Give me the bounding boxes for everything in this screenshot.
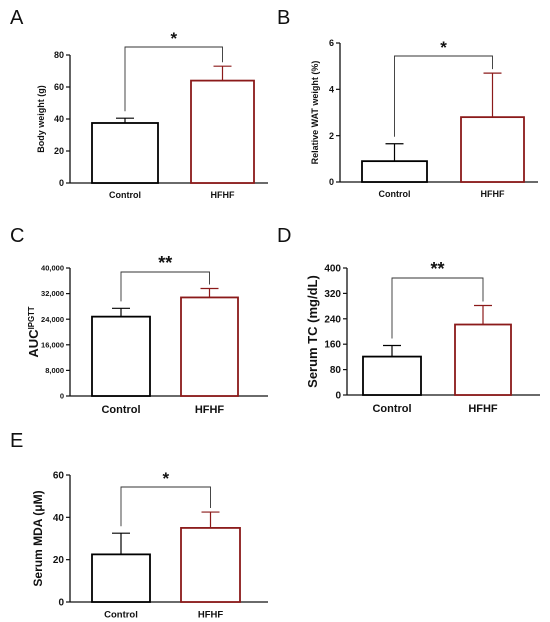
- bar-control: [91, 315, 151, 397]
- bar-control: [361, 160, 428, 183]
- y-tick-label: 0: [58, 598, 64, 609]
- y-axis-label: Relative WAT weight (%): [310, 61, 320, 165]
- x-category-label: Control: [104, 610, 138, 621]
- chart-panel-d: D 0 80 160 240 320 400 Serum TC (mg/dL) Control H…: [277, 225, 540, 415]
- y-tick-label: 0: [60, 392, 64, 401]
- y-tick-label: 0: [59, 178, 64, 188]
- bar-control: [91, 553, 151, 603]
- y-tick-label: 20: [54, 146, 64, 156]
- significance-bracket: [391, 277, 484, 339]
- bar-control: [91, 122, 159, 184]
- significance-marker: **: [158, 253, 172, 273]
- y-tick-label: 0: [335, 391, 341, 402]
- panel-letter: C: [10, 225, 24, 247]
- x-category-label: HFHF: [195, 404, 225, 416]
- y-tick-label: 160: [324, 340, 341, 351]
- significance-bracket: [124, 46, 223, 112]
- y-tick-label: 80: [330, 365, 342, 376]
- y-tick-label: 0: [329, 177, 334, 187]
- significance-bracket: [120, 271, 210, 302]
- bar-hfhf: [460, 116, 525, 183]
- bar-hfhf: [180, 527, 241, 603]
- chart-panel-a: A 0 20 40 60 80 Body weight (g) Control HFHF *: [10, 7, 268, 200]
- y-axis-label-superscript: IPGTT: [27, 306, 36, 329]
- y-tick-label: 80: [54, 50, 64, 60]
- y-tick-label: 20: [53, 555, 65, 566]
- panel-letter: A: [10, 7, 24, 29]
- y-axis-label: Body weight (g): [36, 85, 46, 153]
- y-tick-label: 24,000: [41, 315, 64, 324]
- x-category-label: Control: [109, 190, 141, 200]
- panel-letter: D: [277, 225, 291, 247]
- y-tick-label: 32,000: [41, 289, 64, 298]
- y-tick-label: 40: [53, 513, 65, 524]
- bar-control: [362, 355, 422, 396]
- significance-bracket: [394, 55, 493, 137]
- y-axis-label: Serum MDA (μM): [31, 490, 45, 586]
- y-tick-label: 60: [54, 82, 64, 92]
- x-category-label: HFHF: [198, 610, 224, 621]
- x-category-label: HFHF: [468, 403, 498, 415]
- y-tick-label: 40,000: [41, 264, 64, 273]
- significance-marker: *: [162, 469, 169, 488]
- y-tick-label: 60: [53, 471, 65, 482]
- y-axis-label: AUCIPGTT: [26, 306, 41, 357]
- x-category-label: Control: [372, 403, 411, 415]
- significance-marker: *: [440, 38, 447, 57]
- y-tick-label: 400: [324, 264, 341, 275]
- panel-letter: E: [10, 430, 23, 452]
- significance-bracket: [120, 486, 211, 527]
- y-tick-label: 240: [324, 314, 341, 325]
- x-category-label: Control: [379, 189, 411, 199]
- y-tick-label: 16,000: [41, 340, 64, 349]
- bar-hfhf: [454, 323, 512, 396]
- x-category-label: Control: [101, 404, 140, 416]
- y-tick-label: 4: [329, 84, 334, 94]
- chart-panel-b: B 0 2 4 6 Relative WAT weight (%) Control HFHF *: [277, 7, 538, 199]
- bar-hfhf: [190, 79, 255, 184]
- significance-marker: **: [430, 259, 444, 279]
- significance-marker: *: [170, 29, 177, 48]
- x-category-label: HFHF: [481, 189, 505, 199]
- y-tick-label: 320: [324, 289, 341, 300]
- y-tick-label: 8,000: [45, 366, 64, 375]
- y-tick-label: 40: [54, 114, 64, 124]
- y-tick-label: 6: [329, 38, 334, 48]
- bar-hfhf: [180, 296, 239, 397]
- chart-panel-e: E 0 20 40 60 Serum MDA (μM) Control HFHF *: [10, 430, 268, 621]
- y-tick-label: 2: [329, 131, 334, 141]
- chart-panel-c: C 0 8,000 16,000 24,000 32,000 40,000 AUCIPGTT C…: [10, 225, 268, 416]
- y-axis-label: Serum TC (mg/dL): [305, 275, 320, 388]
- x-category-label: HFHF: [211, 190, 235, 200]
- panel-letter: B: [277, 7, 290, 29]
